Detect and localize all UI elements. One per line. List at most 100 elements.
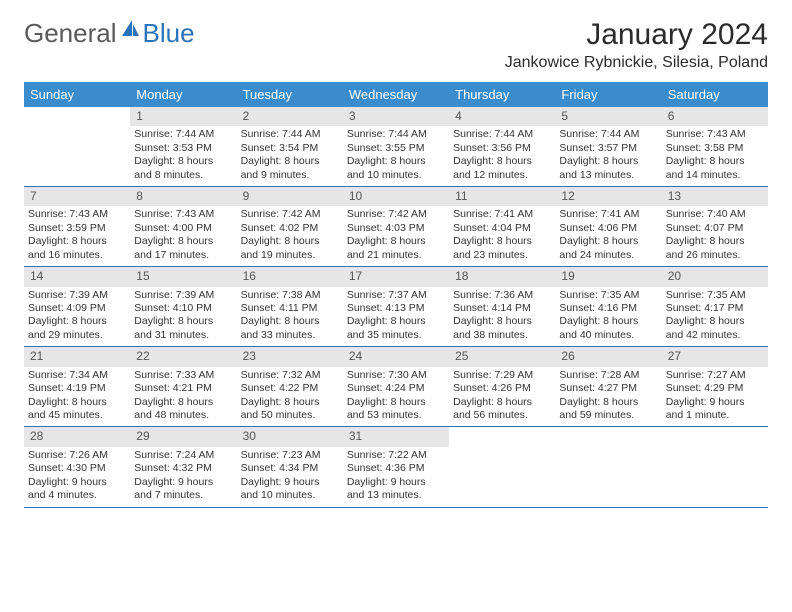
day-detail-line: Sunrise: 7:44 AM <box>347 128 445 141</box>
day-detail-line: Sunset: 4:22 PM <box>241 382 339 395</box>
day-detail-line: Daylight: 8 hours <box>666 235 764 248</box>
day-number <box>662 427 768 446</box>
day-detail-line: and 45 minutes. <box>28 409 126 422</box>
weekday-header-row: SundayMondayTuesdayWednesdayThursdayFrid… <box>24 82 768 107</box>
day-number: 25 <box>449 347 555 366</box>
day-detail-line: Daylight: 8 hours <box>559 235 657 248</box>
day-number: 28 <box>24 427 130 446</box>
day-detail-line: Sunset: 4:00 PM <box>134 222 232 235</box>
day-number: 20 <box>662 267 768 286</box>
weekday-header: Thursday <box>449 82 555 107</box>
day-detail-line: Sunset: 4:14 PM <box>453 302 551 315</box>
location-text: Jankowice Rybnickie, Silesia, Poland <box>505 54 768 72</box>
day-detail-line: and 24 minutes. <box>559 249 657 262</box>
day-detail-line: and 19 minutes. <box>241 249 339 262</box>
day-cell: 8Sunrise: 7:43 AMSunset: 4:00 PMDaylight… <box>130 187 236 266</box>
day-detail-line: Sunset: 4:29 PM <box>666 382 764 395</box>
day-detail-line: Daylight: 8 hours <box>134 396 232 409</box>
day-cell: 26Sunrise: 7:28 AMSunset: 4:27 PMDayligh… <box>555 347 661 426</box>
day-detail-line: and 7 minutes. <box>134 489 232 502</box>
day-number: 17 <box>343 267 449 286</box>
day-detail-line: Daylight: 8 hours <box>347 315 445 328</box>
day-detail-line: Daylight: 9 hours <box>666 396 764 409</box>
day-detail-line: and 17 minutes. <box>134 249 232 262</box>
day-detail-line: Daylight: 8 hours <box>134 315 232 328</box>
day-detail-line: Sunrise: 7:23 AM <box>241 449 339 462</box>
day-detail-line: Daylight: 8 hours <box>347 155 445 168</box>
day-detail-line: Sunrise: 7:36 AM <box>453 289 551 302</box>
day-detail-line: Sunset: 4:04 PM <box>453 222 551 235</box>
day-detail-line: Daylight: 9 hours <box>134 476 232 489</box>
day-cell: 21Sunrise: 7:34 AMSunset: 4:19 PMDayligh… <box>24 347 130 426</box>
calendar-week: 7Sunrise: 7:43 AMSunset: 3:59 PMDaylight… <box>24 187 768 267</box>
day-detail-line: Sunrise: 7:41 AM <box>559 208 657 221</box>
day-cell: 2Sunrise: 7:44 AMSunset: 3:54 PMDaylight… <box>237 107 343 186</box>
day-detail-line: Sunrise: 7:38 AM <box>241 289 339 302</box>
day-detail-line: Sunset: 4:03 PM <box>347 222 445 235</box>
day-cell: 14Sunrise: 7:39 AMSunset: 4:09 PMDayligh… <box>24 267 130 346</box>
day-number: 23 <box>237 347 343 366</box>
day-detail-line: Sunrise: 7:43 AM <box>28 208 126 221</box>
day-number: 16 <box>237 267 343 286</box>
day-number: 5 <box>555 107 661 126</box>
day-detail-line: Sunset: 4:19 PM <box>28 382 126 395</box>
day-detail-line: Sunset: 4:10 PM <box>134 302 232 315</box>
day-number <box>24 107 130 126</box>
day-detail-line: Sunset: 3:57 PM <box>559 142 657 155</box>
day-detail-line: Sunset: 4:30 PM <box>28 462 126 475</box>
day-cell: 9Sunrise: 7:42 AMSunset: 4:02 PMDaylight… <box>237 187 343 266</box>
day-number <box>555 427 661 446</box>
day-detail-line: and 33 minutes. <box>241 329 339 342</box>
day-detail-line: Sunrise: 7:30 AM <box>347 369 445 382</box>
day-detail-line: Sunrise: 7:39 AM <box>28 289 126 302</box>
day-number: 4 <box>449 107 555 126</box>
day-detail-line: and 56 minutes. <box>453 409 551 422</box>
brand-part1: General <box>24 18 117 49</box>
day-detail-line: Daylight: 8 hours <box>28 235 126 248</box>
weekday-header: Saturday <box>662 82 768 107</box>
day-detail-line: Sunset: 4:24 PM <box>347 382 445 395</box>
day-detail-line: Sunrise: 7:40 AM <box>666 208 764 221</box>
day-number: 9 <box>237 187 343 206</box>
day-cell: 23Sunrise: 7:32 AMSunset: 4:22 PMDayligh… <box>237 347 343 426</box>
day-cell: 12 Sunrise: 7:41 AMSunset: 4:06 PMDayligh… <box>555 187 661 266</box>
day-detail-line: Sunset: 3:55 PM <box>347 142 445 155</box>
day-number: 31 <box>343 427 449 446</box>
day-cell: 30Sunrise: 7:23 AMSunset: 4:34 PMDayligh… <box>237 427 343 506</box>
day-detail-line: Sunset: 4:11 PM <box>241 302 339 315</box>
day-detail-line: Sunset: 3:59 PM <box>28 222 126 235</box>
day-detail-line: Sunset: 4:32 PM <box>134 462 232 475</box>
day-detail-line: Sunrise: 7:42 AM <box>347 208 445 221</box>
day-detail-line: Sunset: 4:06 PM <box>559 222 657 235</box>
day-detail-line: Daylight: 8 hours <box>134 155 232 168</box>
day-detail-line: Sunrise: 7:39 AM <box>134 289 232 302</box>
day-detail-line: Sunset: 4:36 PM <box>347 462 445 475</box>
day-number: 10 <box>343 187 449 206</box>
day-detail-line: Sunrise: 7:29 AM <box>453 369 551 382</box>
day-detail-line: Sunrise: 7:26 AM <box>28 449 126 462</box>
header: General Blue January 2024 Jankowice Rybn… <box>24 18 768 72</box>
day-detail-line: Sunset: 4:34 PM <box>241 462 339 475</box>
day-cell: 27Sunrise: 7:27 AMSunset: 4:29 PMDayligh… <box>662 347 768 426</box>
day-detail-line: Sunset: 4:02 PM <box>241 222 339 235</box>
day-detail-line: Sunrise: 7:32 AM <box>241 369 339 382</box>
day-cell: 6Sunrise: 7:43 AMSunset: 3:58 PMDaylight… <box>662 107 768 186</box>
day-detail-line: Daylight: 9 hours <box>241 476 339 489</box>
day-number <box>449 427 555 446</box>
day-cell: 20Sunrise: 7:35 AMSunset: 4:17 PMDayligh… <box>662 267 768 346</box>
day-detail-line: Daylight: 8 hours <box>241 155 339 168</box>
day-number: 12 <box>555 187 661 206</box>
day-detail-line: Sunset: 3:53 PM <box>134 142 232 155</box>
day-detail-line: and 50 minutes. <box>241 409 339 422</box>
day-detail-line: Sunset: 4:21 PM <box>134 382 232 395</box>
title-block: January 2024 Jankowice Rybnickie, Silesi… <box>505 18 768 72</box>
day-detail-line: and 10 minutes. <box>241 489 339 502</box>
brand-part2: Blue <box>143 18 195 49</box>
day-detail-line: Sunrise: 7:35 AM <box>666 289 764 302</box>
day-detail-line: and 9 minutes. <box>241 169 339 182</box>
day-detail-line: and 8 minutes. <box>134 169 232 182</box>
day-cell: 13Sunrise: 7:40 AMSunset: 4:07 PMDayligh… <box>662 187 768 266</box>
day-cell: 15Sunrise: 7:39 AMSunset: 4:10 PMDayligh… <box>130 267 236 346</box>
day-detail-line: Daylight: 8 hours <box>241 235 339 248</box>
day-detail-line: Sunset: 4:13 PM <box>347 302 445 315</box>
